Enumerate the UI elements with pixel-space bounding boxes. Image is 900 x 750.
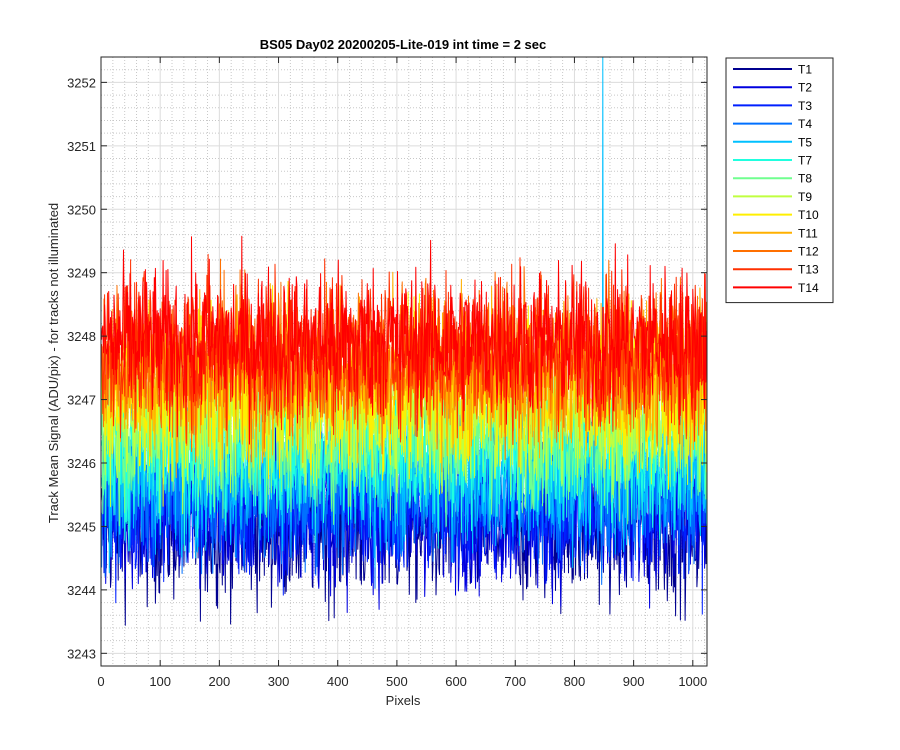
legend-label-t13: T13 <box>798 263 819 277</box>
x-tick-label: 0 <box>97 674 104 689</box>
axes-box <box>100 56 708 667</box>
legend-label-t9: T9 <box>798 190 812 204</box>
x-axis-label: Pixels <box>386 693 421 708</box>
plot-area: 0 100 200 300 400 500 600 700 800 900 1000 3243 3244… <box>67 56 708 689</box>
legend-label-t1: T1 <box>798 63 812 77</box>
y-tick-label: 3248 <box>67 329 96 344</box>
chart-title: BS05 Day02 20200205-Lite-019 int time = … <box>260 37 547 52</box>
y-tick-label: 3245 <box>67 519 96 534</box>
x-tick-label: 100 <box>149 674 171 689</box>
legend-label-t12: T12 <box>798 245 819 259</box>
legend-label-t2: T2 <box>798 81 812 95</box>
series-line-t14 <box>101 235 707 445</box>
y-tick-label: 3244 <box>67 583 96 598</box>
x-tick-label: 200 <box>209 674 231 689</box>
x-tick-label: 400 <box>327 674 349 689</box>
legend-box <box>725 57 834 304</box>
y-tick-label: 3250 <box>67 202 96 217</box>
legend-label-t8: T8 <box>798 172 812 186</box>
series-group <box>101 57 707 626</box>
y-tick-label: 3243 <box>67 646 96 661</box>
x-tick-label: 300 <box>268 674 290 689</box>
legend-label-t3: T3 <box>798 99 812 113</box>
x-tick-label: 700 <box>504 674 526 689</box>
x-tick-label: 800 <box>564 674 586 689</box>
series-line-t5 <box>101 57 707 574</box>
x-tick-label: 1000 <box>678 674 707 689</box>
legend-label-t7: T7 <box>798 154 812 168</box>
legend-label-t4: T4 <box>798 117 812 131</box>
y-tick-label: 3247 <box>67 393 96 408</box>
x-tick-label: 600 <box>445 674 467 689</box>
y-tick-label: 3252 <box>67 75 96 90</box>
y-tick-label: 3246 <box>67 456 96 471</box>
legend-label-t5: T5 <box>798 135 812 149</box>
legend-label-t10: T10 <box>798 208 819 222</box>
y-tick-label: 3251 <box>67 139 96 154</box>
legend: T1 T2 T3 T4 T5 T7 T8 T9 T10 T11 T12 T13 T14 <box>725 57 834 304</box>
x-tick-label: 900 <box>623 674 645 689</box>
x-tick-label: 500 <box>386 674 408 689</box>
legend-label-t11: T11 <box>798 226 818 240</box>
legend-label-t14: T14 <box>798 281 819 295</box>
y-tick-label: 3249 <box>67 266 96 281</box>
y-axis-label: Track Mean Signal (ADU/pix) - for tracks… <box>46 203 61 523</box>
